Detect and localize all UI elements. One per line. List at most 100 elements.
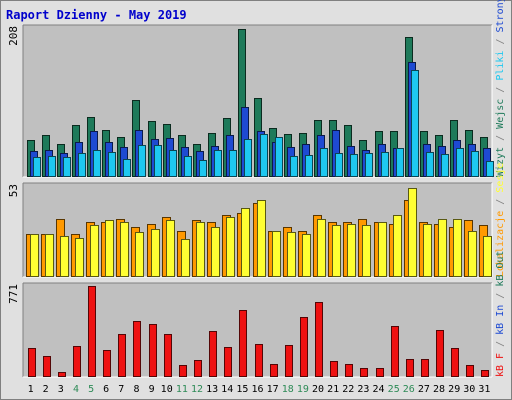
bar-kb_f-day-30 [466,365,474,377]
bar-pliki-day-22 [350,154,358,177]
chart-title: Raport Dzienny - May 2019 [6,8,187,22]
bar-kb_f-day-21 [330,361,338,377]
bar-kb_f-day-14 [224,347,232,377]
x-tick-label-day-22: 22 [342,384,354,395]
side-legend-separator: / [495,287,506,305]
bar-kb_f-day-10 [164,334,172,377]
bar-pliki-day-23 [365,153,373,177]
side-legend-bottom: kB F / kB In / kB Out [495,251,506,377]
bar-pliki-day-17 [275,137,283,177]
x-tick-label-day-8: 8 [133,384,139,395]
bar-pliki-day-8 [138,145,146,177]
chart-panels: 208 Wizyt / Wejsc / Pliki / Strony 53 Lokal… [7,0,506,378]
bar-ksessions-day-30 [468,231,477,277]
x-tick-label-day-11: 11 [176,384,188,395]
bar-pliki-day-29 [456,148,464,177]
bar-pliki-day-24 [381,152,389,177]
bar-ksessions-day-27 [423,224,432,277]
bar-kb_f-day-8 [133,321,141,377]
side-legend-separator: / [495,335,506,353]
bar-pliki-day-14 [229,150,237,177]
side-legend-middle: Lokalizacje / Sesje [495,163,506,277]
side-legend-lokalizacje: Lokalizacje [495,211,506,277]
x-tick-label-day-6: 6 [103,384,109,395]
side-legend-wizyt: Wizyt [495,147,506,177]
bar-kb_f-day-20 [315,302,323,377]
x-tick-label-day-4: 4 [73,384,79,395]
x-tick-label-day-29: 29 [448,384,460,395]
bar-ksessions-day-2 [45,234,54,277]
bar-kb_f-day-1 [28,348,36,377]
bar-ksessions-day-31 [483,236,492,277]
bar-ksessions-day-7 [120,222,129,277]
bar-pliki-day-1 [33,157,41,177]
x-tick-label-day-15: 15 [236,384,248,395]
bar-kb_f-day-19 [300,317,308,377]
bar-ksessions-day-15 [241,208,250,277]
x-tick-label-day-9: 9 [149,384,155,395]
bar-kb_f-day-5 [88,286,96,377]
bar-ksessions-day-24 [378,222,387,277]
bar-pliki-day-7 [123,159,131,177]
bar-kb_f-day-22 [345,364,353,377]
bar-pliki-day-18 [290,156,298,177]
bar-pliki-day-30 [471,151,479,177]
bar-pliki-day-13 [214,150,222,177]
y-axis-max-label: 53 [7,184,20,197]
bar-ksessions-day-13 [211,227,220,277]
side-legend-top: Wizyt / Wejsc / Pliki / Strony [495,0,506,177]
x-tick-label-day-1: 1 [28,384,34,395]
bar-ksessions-day-20 [317,219,326,277]
bar-ksessions-day-5 [90,225,99,277]
bar-kb_f-day-16 [255,344,263,377]
bar-ksessions-day-8 [135,232,144,277]
bar-pliki-day-3 [63,157,71,177]
bar-kb_f-day-6 [103,350,111,377]
x-tick-label-day-23: 23 [357,384,369,395]
bar-kb_f-day-17 [270,364,278,377]
x-tick-label-day-21: 21 [327,384,339,395]
side-legend-pliki: Pliki [495,51,506,81]
bar-ksessions-day-14 [226,217,235,277]
bar-pliki-day-5 [93,150,101,177]
bar-ksessions-day-26 [408,188,417,277]
side-legend-separator: / [495,32,506,50]
bar-pliki-day-2 [48,156,56,177]
bar-kb_f-day-26 [406,359,414,377]
x-tick-label-day-20: 20 [312,384,324,395]
bar-kb_f-day-9 [149,324,157,377]
bar-ksessions-day-10 [166,220,175,277]
bar-pliki-day-6 [108,152,116,177]
panel-middle: 53 Lokalizacje / Sesje [7,163,506,278]
bar-ksessions-day-1 [30,234,39,277]
x-tick-label-day-24: 24 [372,384,384,395]
bar-ksessions-day-21 [332,225,341,277]
side-legend-sesje: Sesje [495,163,506,193]
x-tick-label-day-25: 25 [388,384,400,395]
bar-kb_f-day-13 [209,331,217,377]
bar-kb_f-day-24 [376,368,384,377]
x-tick-label-day-16: 16 [251,384,263,395]
bar-kb_f-day-28 [436,330,444,377]
bar-kb_f-day-2 [43,356,51,377]
bar-ksessions-day-12 [196,222,205,277]
side-legend-strony: Strony [495,0,506,32]
x-tick-label-day-28: 28 [433,384,445,395]
x-tick-label-day-10: 10 [161,384,173,395]
side-legend-separator: / [495,129,506,147]
bar-kb_f-day-3 [58,372,66,377]
bar-kb_f-day-29 [451,348,459,377]
x-tick-label-day-5: 5 [88,384,94,395]
bar-ksessions-day-25 [393,215,402,277]
bar-ksessions-day-22 [347,224,356,277]
bar-ksessions-day-3 [60,236,69,277]
bar-pliki-day-4 [78,153,86,177]
bar-ksessions-day-16 [257,200,266,277]
bar-pliki-day-19 [305,155,313,177]
bar-kb_f-day-27 [421,359,429,377]
side-legend-separator: / [495,193,506,211]
x-tick-label-day-12: 12 [191,384,203,395]
bar-kb_f-day-25 [391,326,399,377]
bar-pliki-day-25 [396,148,404,177]
